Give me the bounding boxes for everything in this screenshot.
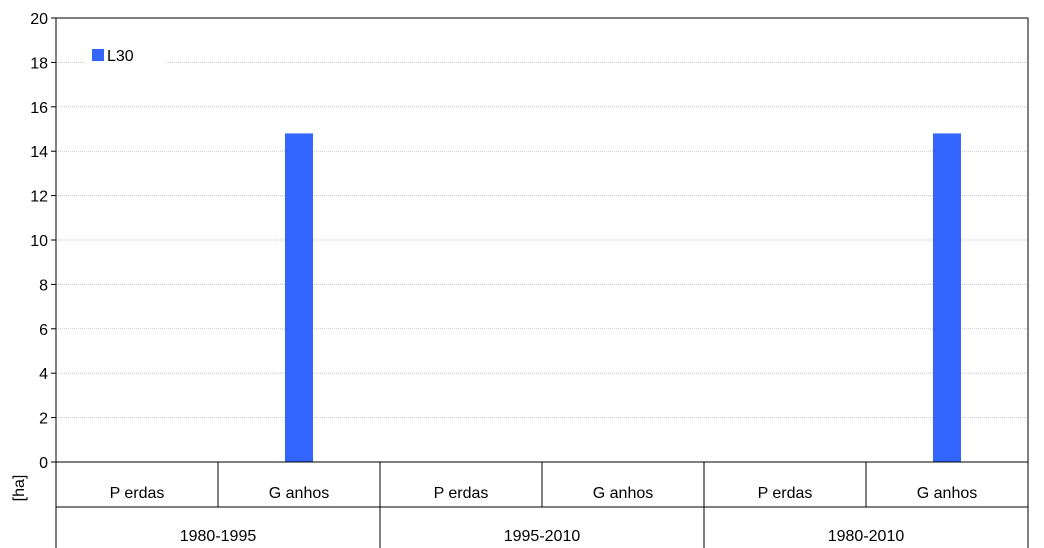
y-axis-label: [ha] [11, 475, 28, 502]
axes [51, 17, 1029, 548]
y-tick-label: 14 [30, 144, 48, 161]
legend-swatch-l30 [92, 49, 104, 61]
y-tick-label: 12 [30, 189, 48, 206]
group-label: 1980-2010 [828, 528, 905, 545]
y-tick-label: 20 [30, 11, 48, 28]
y-tick-labels: 0 2 4 6 8 10 12 14 16 18 20 [30, 11, 48, 472]
y-tick-label: 0 [39, 455, 48, 472]
y-tick-label: 10 [30, 233, 48, 250]
bars [285, 133, 961, 462]
y-tick-label: 4 [39, 366, 48, 383]
category-label: G anhos [593, 485, 653, 502]
category-label: P erdas [758, 485, 813, 502]
group-labels: 1980-1995 1995-2010 1980-2010 [180, 528, 905, 545]
category-label: P erdas [110, 485, 165, 502]
legend-label-l30: L30 [107, 48, 134, 65]
y-tick-label: 8 [39, 277, 48, 294]
group-label: 1980-1995 [180, 528, 257, 545]
y-tick-label: 6 [39, 322, 48, 339]
y-tick-label: 18 [30, 55, 48, 72]
y-tick-label: 2 [39, 411, 48, 428]
category-label: P erdas [434, 485, 489, 502]
legend: L30 [84, 40, 166, 72]
category-label: G anhos [917, 485, 977, 502]
bar [933, 133, 961, 462]
category-label: G anhos [269, 485, 329, 502]
y-tick-label: 16 [30, 100, 48, 117]
bar [285, 133, 313, 462]
gridlines [56, 61, 1028, 419]
group-label: 1995-2010 [504, 528, 581, 545]
category-labels: P erdas G anhos P erdas G anhos P erdas G anh… [110, 485, 978, 502]
